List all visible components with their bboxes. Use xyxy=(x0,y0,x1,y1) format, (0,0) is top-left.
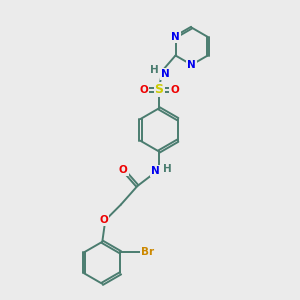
Text: N: N xyxy=(151,166,160,176)
Text: N: N xyxy=(187,60,196,70)
Text: H: H xyxy=(163,164,172,174)
Text: O: O xyxy=(170,85,179,95)
Text: S: S xyxy=(154,83,164,96)
Text: Br: Br xyxy=(141,247,154,257)
Text: O: O xyxy=(119,165,128,175)
Text: O: O xyxy=(99,215,108,225)
Text: N: N xyxy=(171,32,180,42)
Text: N: N xyxy=(160,69,169,79)
Text: O: O xyxy=(139,85,148,95)
Text: H: H xyxy=(149,64,158,75)
